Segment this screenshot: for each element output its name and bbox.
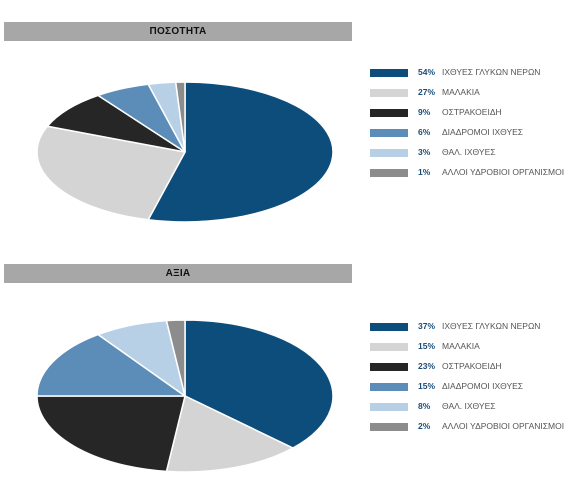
legend-item: 8% ΘΑΛ. ΙΧΘΥΕΣ xyxy=(370,400,575,420)
legend-swatch xyxy=(370,149,408,157)
pie-chart-value xyxy=(36,319,334,473)
legend-item: 3% ΘΑΛ. ΙΧΘΥΕΣ xyxy=(370,146,575,166)
legend-item: 6% ΔΙΑΔΡΟΜΟΙ ΙΧΘΥΕΣ xyxy=(370,126,575,146)
legend-item: 15% ΜΑΛΑΚΙΑ xyxy=(370,340,575,360)
legend-swatch xyxy=(370,363,408,371)
legend-label: ΘΑΛ. ΙΧΘΥΕΣ xyxy=(442,401,496,411)
legend-swatch xyxy=(370,423,408,431)
legend-item: 54% ΙΧΘΥΕΣ ΓΛΥΚΩΝ ΝΕΡΩΝ xyxy=(370,66,575,86)
pie-slice xyxy=(165,394,295,473)
legend-label: ΜΑΛΑΚΙΑ xyxy=(442,341,480,351)
legend-percent: 37% xyxy=(418,321,436,331)
pie-slice xyxy=(174,81,186,153)
legend-label: ΟΣΤΡΑΚΟΕΙΔΗ xyxy=(442,361,502,371)
pie-slice xyxy=(147,81,334,223)
legend-label: ΔΙΑΔΡΟΜΟΙ ΙΧΘΥΕΣ xyxy=(442,127,524,137)
legend-label: ΑΛΛΟΙ ΥΔΡΟΒΙΟΙ ΟΡΓΑΝΙΣΜΟΙ xyxy=(442,421,565,431)
legend-item: 15% ΔΙΑΔΡΟΜΟΙ ΙΧΘΥΕΣ xyxy=(370,380,575,400)
legend-percent: 54% xyxy=(418,67,436,77)
legend-swatch xyxy=(370,343,408,351)
legend-label: ΜΑΛΑΚΙΑ xyxy=(442,87,480,97)
legend-item: 2% ΑΛΛΟΙ ΥΔΡΟΒΙΟΙ ΟΡΓΑΝΙΣΜΟΙ xyxy=(370,420,575,448)
pie-chart-quantity xyxy=(36,81,334,223)
legend-swatch xyxy=(370,383,408,391)
pie-slice xyxy=(165,319,186,397)
pie-slice xyxy=(184,319,334,449)
chart-title-value: ΑΞΙΑ xyxy=(4,264,352,283)
legend-label: ΙΧΘΥΕΣ ΓΛΥΚΩΝ ΝΕΡΩΝ xyxy=(442,321,541,331)
legend-label: ΔΙΑΔΡΟΜΟΙ ΙΧΘΥΕΣ xyxy=(442,381,524,391)
pie-slice xyxy=(45,94,186,153)
legend-percent: 15% xyxy=(418,381,436,391)
legend-swatch xyxy=(370,69,408,77)
legend-item: 27% ΜΑΛΑΚΙΑ xyxy=(370,86,575,106)
legend-swatch xyxy=(370,403,408,411)
legend-swatch xyxy=(370,323,408,331)
legend-percent: 15% xyxy=(418,341,436,351)
pie-slice xyxy=(36,333,188,397)
pie-slice xyxy=(36,395,186,473)
legend-label: ΑΛΛΟΙ ΥΔΡΟΒΙΟΙ ΟΡΓΑΝΙΣΜΟΙ xyxy=(442,167,565,177)
legend-item: 23% ΟΣΤΡΑΚΟΕΙΔΗ xyxy=(370,360,575,380)
legend-percent: 9% xyxy=(418,107,431,117)
legend-label: ΙΧΘΥΕΣ ΓΛΥΚΩΝ ΝΕΡΩΝ xyxy=(442,67,541,77)
legend-percent: 23% xyxy=(418,361,436,371)
legend-swatch xyxy=(370,89,408,97)
legend-item: 9% ΟΣΤΡΑΚΟΕΙΔΗ xyxy=(370,106,575,126)
legend-item: 1% ΑΛΛΟΙ ΥΔΡΟΒΙΟΙ ΟΡΓΑΝΙΣΜΟΙ xyxy=(370,166,575,194)
legend-quantity: 54% ΙΧΘΥΕΣ ΓΛΥΚΩΝ ΝΕΡΩΝ 27% ΜΑΛΑΚΙΑ 9% ΟΣΤΡΑΚ… xyxy=(370,66,575,194)
legend-percent: 8% xyxy=(418,401,431,411)
legend-percent: 3% xyxy=(418,147,431,157)
chart-title-quantity: ΠΟΣΟΤΗΤΑ xyxy=(4,22,352,41)
legend-value: 37% ΙΧΘΥΕΣ ΓΛΥΚΩΝ ΝΕΡΩΝ 15% ΜΑΛΑΚΙΑ 23% ΟΣΤΡΑ… xyxy=(370,320,575,448)
legend-percent: 6% xyxy=(418,127,431,137)
legend-label: ΘΑΛ. ΙΧΘΥΕΣ xyxy=(442,147,496,157)
legend-percent: 27% xyxy=(418,87,436,97)
pie-slice xyxy=(36,125,187,221)
legend-swatch xyxy=(370,109,408,117)
legend-swatch xyxy=(370,169,408,177)
legend-percent: 1% xyxy=(418,167,431,177)
legend-label: ΟΣΤΡΑΚΟΕΙΔΗ xyxy=(442,107,502,117)
legend-item: 37% ΙΧΘΥΕΣ ΓΛΥΚΩΝ ΝΕΡΩΝ xyxy=(370,320,575,340)
legend-percent: 2% xyxy=(418,421,431,431)
legend-swatch xyxy=(370,129,408,137)
